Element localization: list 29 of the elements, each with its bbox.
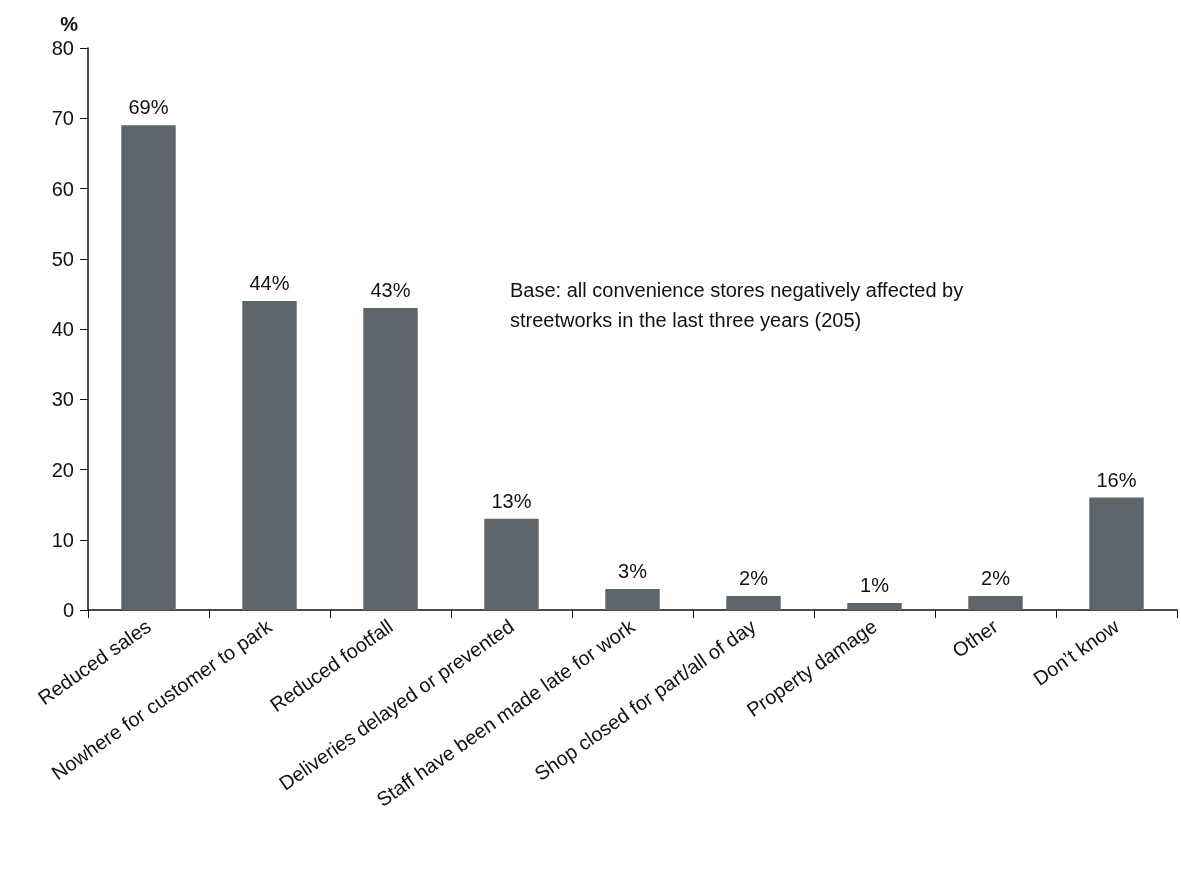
bar — [726, 595, 781, 610]
bar — [121, 125, 176, 610]
y-tick-label: 10 — [51, 528, 74, 551]
bar — [484, 518, 539, 610]
data-label: 2% — [981, 566, 1011, 589]
data-label: 43% — [370, 278, 411, 301]
data-label: 44% — [249, 271, 290, 294]
annotation: Base: all convenience stores negatively affected by streetworks in the last three years (205) — [510, 279, 969, 331]
bar — [363, 307, 418, 610]
y-tick-label: 0 — [62, 599, 74, 621]
data-label: 69% — [128, 96, 169, 119]
data-label: 1% — [860, 573, 890, 596]
data-label: 16% — [1096, 468, 1137, 491]
y-tick-label: 60 — [51, 177, 74, 200]
bar — [847, 602, 902, 610]
y-tick-label: 20 — [51, 458, 74, 481]
data-label: 13% — [491, 489, 532, 512]
bar — [242, 300, 297, 610]
data-label: 3% — [618, 559, 648, 582]
data-label: 2% — [739, 566, 769, 589]
y-tick-label: 80 — [51, 37, 74, 59]
bar — [1089, 497, 1144, 610]
y-tick-label: 70 — [51, 107, 74, 130]
y-tick-label: 50 — [51, 247, 74, 270]
bar — [605, 588, 660, 610]
bar — [968, 595, 1023, 610]
y-tick-label: 30 — [51, 388, 74, 411]
y-axis-title: % — [60, 13, 79, 35]
y-tick-label: 40 — [51, 318, 74, 340]
